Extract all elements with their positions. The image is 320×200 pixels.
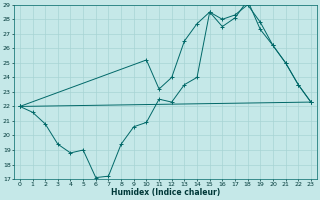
X-axis label: Humidex (Indice chaleur): Humidex (Indice chaleur) <box>111 188 220 197</box>
